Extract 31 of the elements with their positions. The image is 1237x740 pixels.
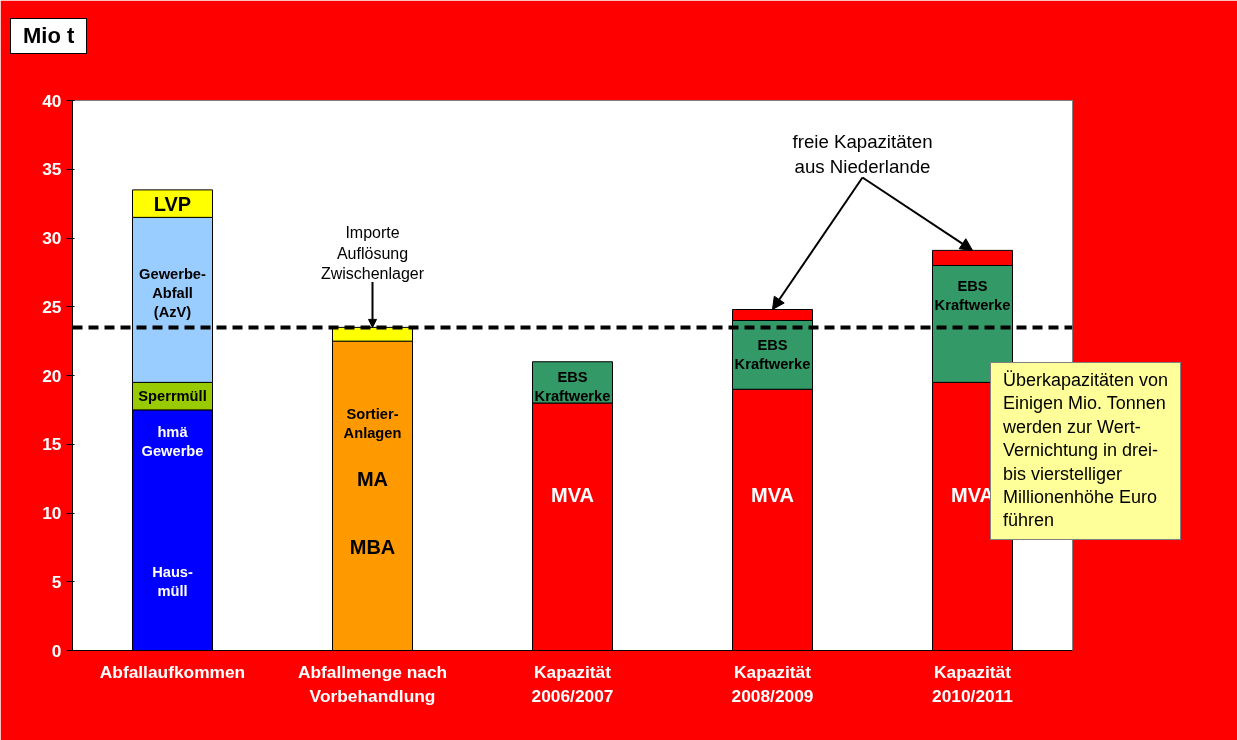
x-tick-label: Abfallaufkommen bbox=[99, 661, 246, 682]
y-tick-label: 15 bbox=[42, 434, 62, 455]
annotation: EBS Kraftwerke bbox=[734, 337, 811, 373]
annotation: EBS Kraftwerke bbox=[534, 368, 611, 405]
annotation: LVP bbox=[153, 192, 192, 215]
y-tick-label: 10 bbox=[42, 503, 62, 523]
annotation: Haus- müll bbox=[152, 564, 193, 600]
y-tick-label: 40 bbox=[42, 90, 62, 111]
y-tick-label: 25 bbox=[42, 296, 62, 317]
y-tick-label: 20 bbox=[42, 365, 62, 386]
ylabel: Mio t bbox=[10, 18, 88, 54]
x-tick-label: Kapazität 2008/2009 bbox=[731, 661, 814, 706]
y-tick-label: 35 bbox=[42, 159, 62, 180]
annotation: MVA bbox=[551, 484, 594, 507]
annotation: MBA bbox=[349, 536, 396, 559]
annotation: Sperrmüll bbox=[138, 388, 207, 405]
annotation: Gewerbe- Abfall (AzV) bbox=[139, 265, 207, 321]
x-tick-label: Kapazität 2010/2011 bbox=[932, 661, 1014, 706]
annotation: Sortier- Anlagen bbox=[343, 406, 402, 442]
annotation: EBS Kraftwerke bbox=[934, 278, 1011, 314]
annotation: Importe Auflösung Zwischenlager bbox=[320, 224, 425, 282]
annotation: hmä Gewerbe bbox=[141, 423, 204, 460]
x-tick-label: Abfallmenge nach Vorbehandlung bbox=[297, 661, 448, 706]
y-tick-label: 30 bbox=[42, 228, 62, 248]
note: Überkapazitäten von Einigen Mio. Tonnen werden zur Wert- Vernichtung in drei- bis vierstelliger Millionenhöhe Euro führen bbox=[990, 362, 1182, 540]
y-tick-label: 5 bbox=[51, 571, 62, 592]
x-tick-label: Kapazität 2006/2007 bbox=[531, 661, 614, 706]
annotation: MVA bbox=[751, 484, 794, 507]
y-tick-label: 0 bbox=[51, 640, 62, 661]
annotation: MA bbox=[356, 467, 389, 490]
annotation: freie Kapazitäten aus Niederlande bbox=[792, 131, 933, 178]
